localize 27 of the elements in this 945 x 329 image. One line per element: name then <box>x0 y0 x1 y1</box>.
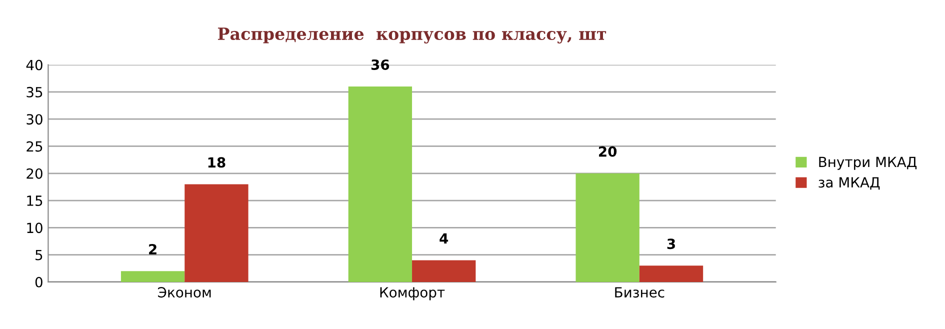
x-tick-label: Бизнес <box>615 287 664 298</box>
data-label: 20 <box>599 146 617 157</box>
y-tick-label: 20 <box>26 168 42 179</box>
y-tick-label: 5 <box>36 250 42 260</box>
data-label: 3 <box>667 238 675 250</box>
y-tick-label: 30 <box>26 114 42 125</box>
bar <box>120 271 185 282</box>
legend-label: за МКАД <box>818 177 880 190</box>
y-tick-label: 0 <box>35 276 42 288</box>
legend-label: Внутри МКАД <box>819 156 917 170</box>
y-tick-label: 35 <box>26 86 42 98</box>
y-tick-label: 25 <box>26 141 42 152</box>
bar <box>348 86 412 282</box>
x-tick-label: Эконом <box>158 287 211 298</box>
y-tick-label: 40 <box>26 60 42 70</box>
y-tick-label: 10 <box>27 222 42 234</box>
data-label: 4 <box>440 233 448 244</box>
chart-title: Распределение корпусов по классу, шт <box>218 28 606 44</box>
data-label: 2 <box>149 244 156 254</box>
x-tick-label: Комфорт <box>380 287 445 300</box>
bar <box>184 184 248 282</box>
bar <box>412 260 476 282</box>
bar <box>639 266 704 282</box>
data-label: 36 <box>371 59 390 70</box>
data-label: 18 <box>208 157 226 168</box>
bar <box>576 173 640 282</box>
y-tick-label: 15 <box>27 196 42 206</box>
